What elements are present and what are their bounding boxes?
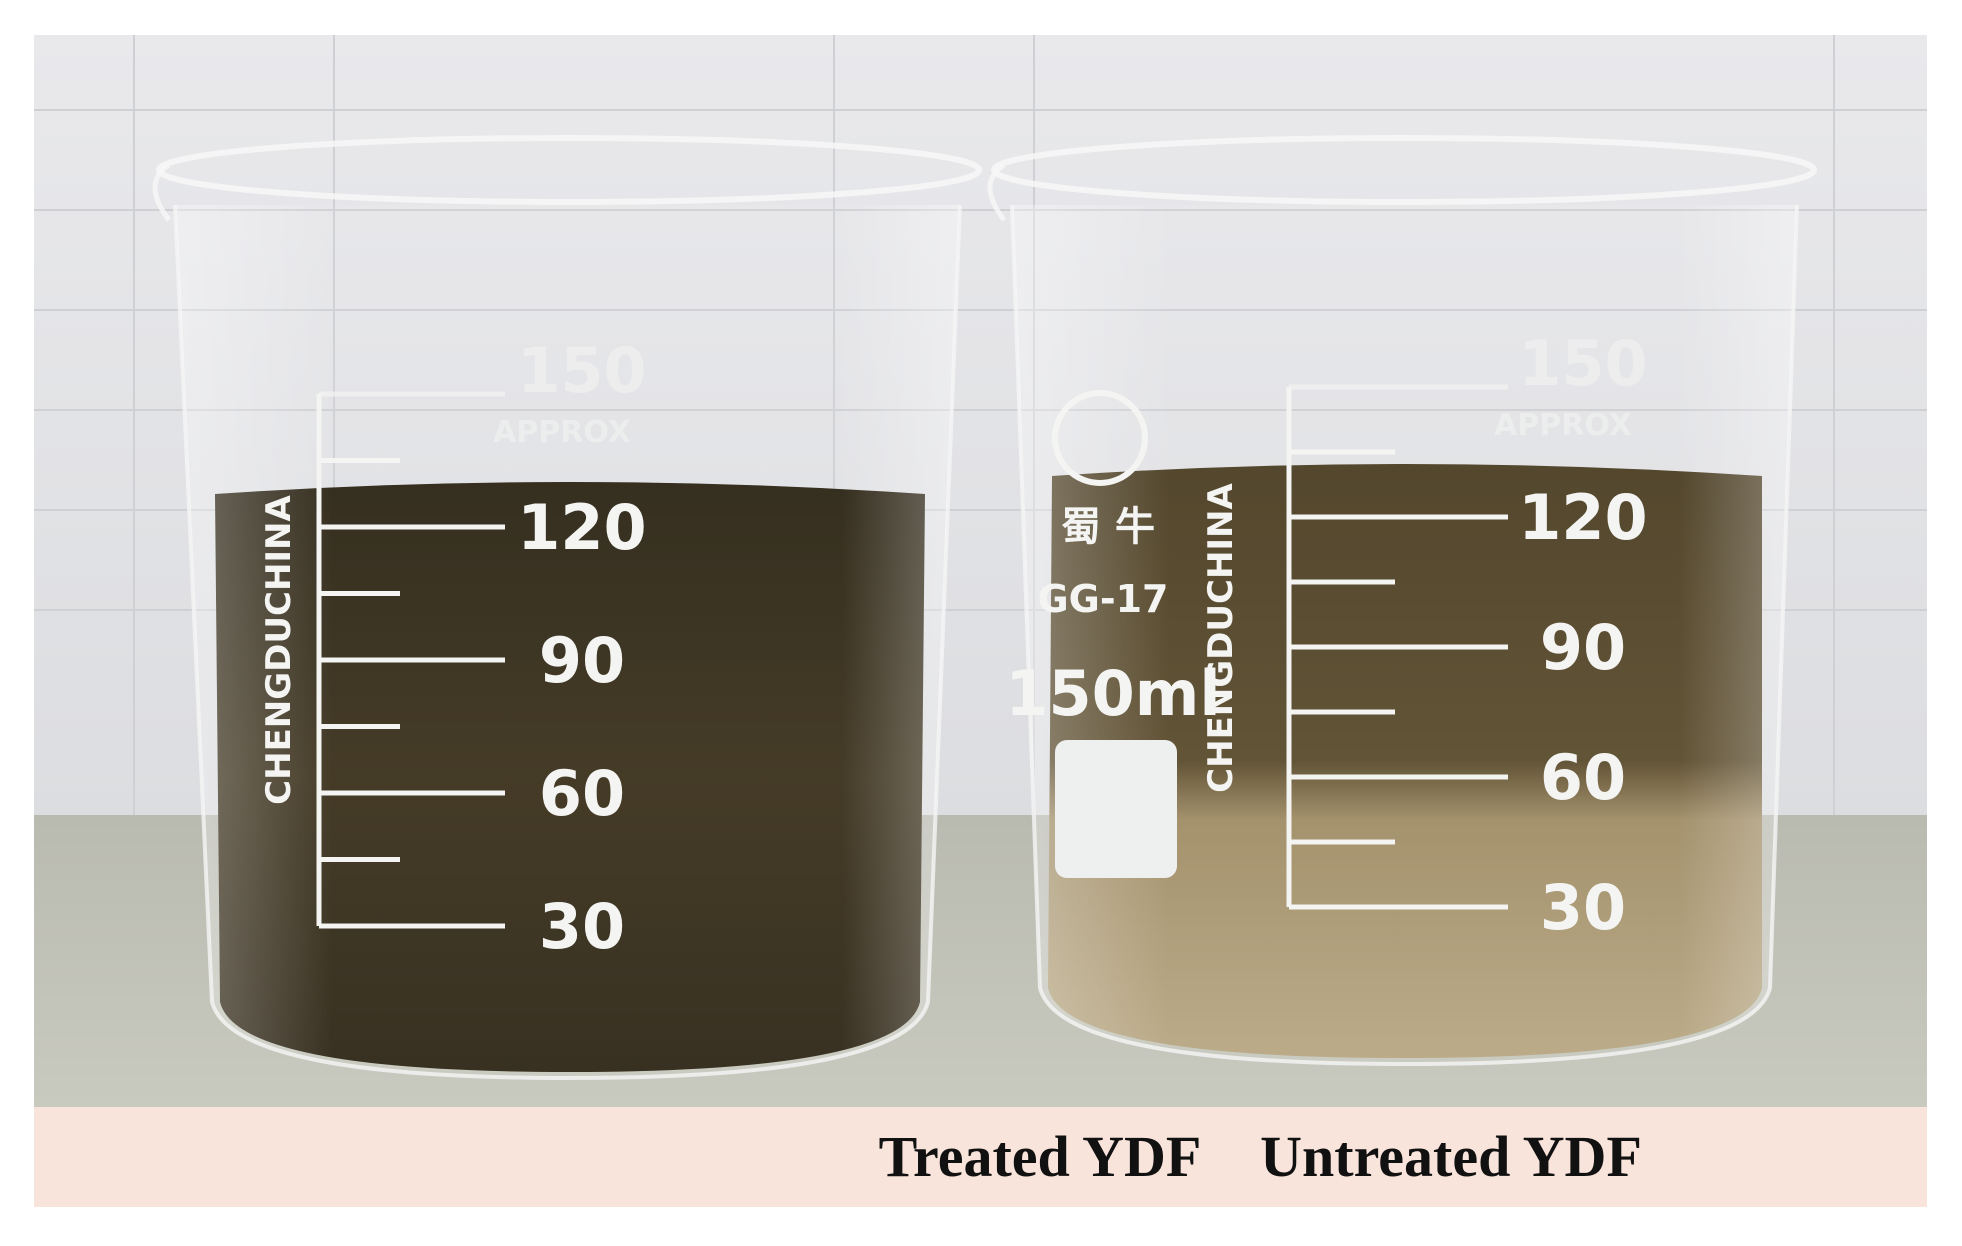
beaker: 150 APPROX 120 90 60 30 CHENGDUCHINA 蜀 牛 GG-17 15… xyxy=(987,135,1817,1067)
approx-label: APPROX xyxy=(493,415,631,450)
graduation-label: 90 xyxy=(1540,611,1626,684)
capacity-label: 150ml xyxy=(1005,657,1220,730)
model-label: GG-17 xyxy=(1037,577,1168,621)
caption: Untreated YDF xyxy=(1260,1124,1642,1189)
graduation-label: 120 xyxy=(1518,481,1647,554)
capacity-mark: 150 xyxy=(517,334,646,407)
graduation-label: 30 xyxy=(539,890,625,963)
white-label xyxy=(1055,740,1177,878)
capacity-mark: 150 xyxy=(1518,327,1647,400)
brand-label: CHENGDUCHINA xyxy=(1201,482,1241,792)
logo-text: 蜀 牛 xyxy=(1061,504,1155,550)
rim xyxy=(156,135,982,205)
caption-band xyxy=(34,1107,1927,1207)
beaker: 150 APPROX 120 90 60 30 CHENGDUCHINA xyxy=(152,135,982,1081)
spout xyxy=(152,162,171,222)
spout xyxy=(987,162,1006,222)
graduation-label: 120 xyxy=(517,491,646,564)
graduation-label: 60 xyxy=(1540,741,1626,814)
logo-mark xyxy=(1052,390,1148,486)
brand-label: CHENGDUCHINA xyxy=(259,494,299,804)
caption: Treated YDF xyxy=(879,1124,1202,1189)
graduation-label: 30 xyxy=(1540,871,1626,944)
graduation-label: 90 xyxy=(539,624,625,697)
rim xyxy=(991,135,1817,205)
glass xyxy=(1010,204,1799,1067)
graduation-label: 60 xyxy=(539,757,625,830)
approx-label: APPROX xyxy=(1494,408,1632,443)
